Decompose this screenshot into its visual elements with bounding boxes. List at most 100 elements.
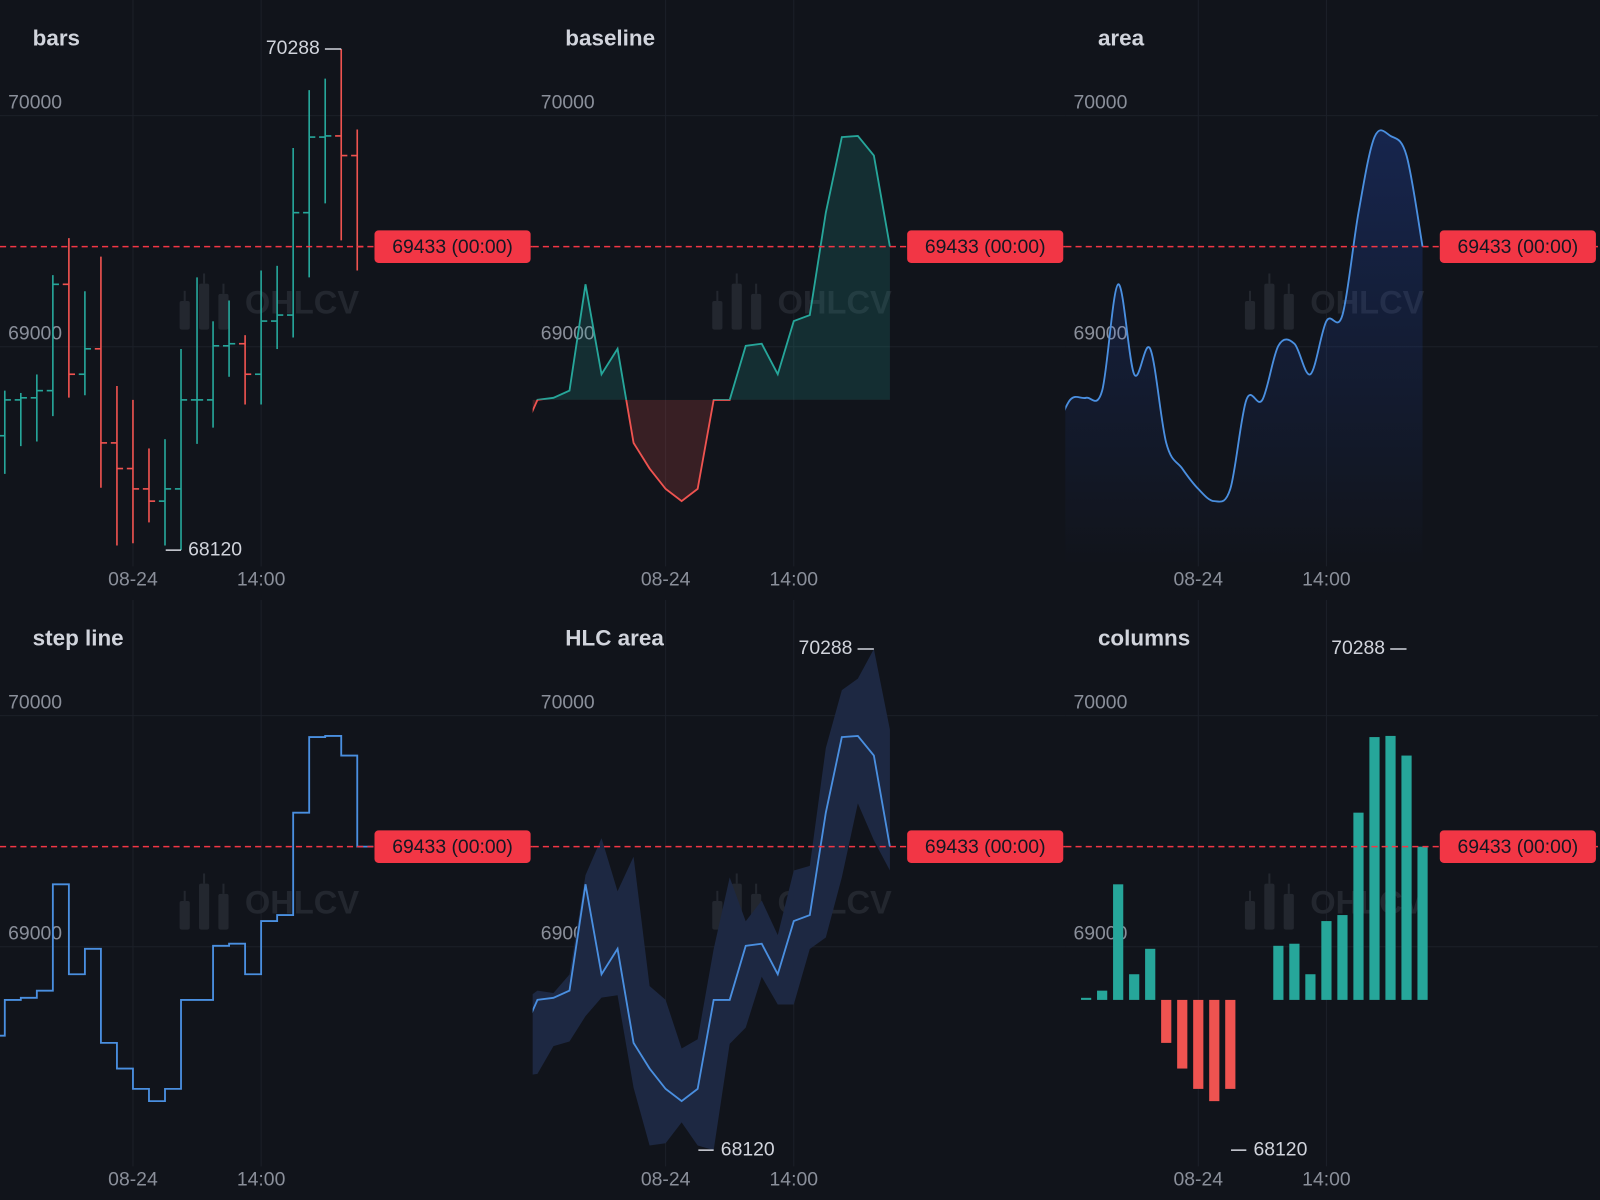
- plot: [1081, 735, 1428, 1102]
- column: [1097, 990, 1108, 1000]
- plot: [532, 649, 891, 1151]
- chart-title: baseline: [565, 26, 655, 51]
- column: [1129, 974, 1140, 1000]
- column: [1353, 812, 1364, 1000]
- y-tick-label: 69000: [8, 323, 62, 345]
- chart-title: area: [1098, 26, 1145, 51]
- y-tick-label: 69000: [8, 923, 62, 945]
- x-tick-label: 08-24: [1173, 569, 1223, 591]
- price-label: 69433 (00:00): [392, 836, 513, 858]
- column: [1225, 999, 1236, 1089]
- watermark-icon: [716, 290, 719, 302]
- watermark-icon: [716, 890, 719, 902]
- watermark-icon: [1283, 893, 1294, 930]
- column: [1081, 997, 1092, 1000]
- column: [1145, 948, 1156, 1000]
- area-fill: [1065, 130, 1423, 567]
- price-label-box: [374, 830, 531, 863]
- column: [1209, 999, 1220, 1102]
- chart-title: bars: [33, 26, 80, 51]
- watermark-icon: [1287, 883, 1290, 894]
- column: [1113, 884, 1124, 1000]
- watermark-icon: [1283, 293, 1294, 330]
- y-tick-label: 70000: [541, 691, 595, 713]
- hlc-line: [532, 734, 891, 1103]
- watermark-icon: [712, 301, 723, 330]
- x-tick-label: 14:00: [1302, 569, 1351, 591]
- plot: [1065, 129, 1424, 567]
- column: [1417, 846, 1428, 1000]
- watermark-icon: [751, 293, 762, 330]
- baseline-part: [532, 399, 890, 503]
- marker-label: 70288: [1331, 637, 1385, 659]
- y-tick-label: 70000: [1073, 91, 1127, 113]
- watermark-icon: [735, 873, 738, 884]
- column: [1369, 737, 1380, 1000]
- column: [1305, 974, 1316, 1000]
- plot: [532, 134, 891, 503]
- hlc-band: [532, 649, 890, 1151]
- baseline-part: [536, 134, 891, 400]
- watermark-icon: [1264, 283, 1275, 330]
- column: [1337, 915, 1348, 1000]
- watermark-icon: [198, 283, 210, 330]
- watermark-icon: [1268, 273, 1271, 284]
- x-tick-label: 14:00: [237, 569, 286, 591]
- marker-label: 70288: [799, 637, 853, 659]
- watermark: OHLCV: [712, 273, 892, 330]
- watermark-icon: [1244, 301, 1256, 330]
- column: [1177, 999, 1188, 1069]
- column: [1161, 999, 1172, 1043]
- chart-title: step line: [33, 626, 124, 651]
- baseline-fill: [537, 135, 890, 400]
- y-tick-label: 70000: [8, 91, 62, 113]
- watermark-icon: [179, 301, 190, 330]
- panel: 69000 70000 08-24 14:00 OHLCV bars 69433 (00:0…: [0, 0, 533, 591]
- price-label: 69433 (00:00): [925, 836, 1046, 858]
- watermark-icon: [1264, 883, 1275, 930]
- watermark-text: OHLCV: [245, 284, 359, 321]
- price-label-box: [1439, 230, 1596, 263]
- column: [1321, 921, 1332, 1000]
- watermark-icon: [222, 883, 225, 894]
- watermark: OHLCV: [179, 273, 359, 330]
- y-tick-label: 69000: [541, 323, 595, 345]
- watermark-icon: [218, 293, 229, 330]
- plot: [0, 735, 374, 1103]
- y-tick-label: 70000: [8, 691, 62, 713]
- x-tick-label: 08-24: [108, 1169, 158, 1191]
- price-label-box: [374, 230, 531, 263]
- x-tick-label: 08-24: [641, 569, 691, 591]
- watermark-icon: [1287, 283, 1290, 294]
- price-label: 69433 (00:00): [1458, 836, 1579, 858]
- watermark-icon: [203, 273, 206, 284]
- x-tick-label: 08-24: [108, 569, 158, 591]
- x-tick-label: 14:00: [237, 1169, 286, 1191]
- x-tick-label: 08-24: [1173, 1169, 1223, 1191]
- watermark-icon: [1244, 901, 1256, 930]
- column: [1273, 945, 1284, 1000]
- column: [1289, 943, 1300, 1000]
- watermark: OHLCV: [179, 873, 359, 930]
- marker-label: 70288: [266, 37, 320, 59]
- panel: 69000 70000 08-24 14:00 OHLCV step line 69433 …: [0, 600, 533, 1191]
- column: [1401, 755, 1412, 1000]
- watermark-icon: [1248, 890, 1252, 902]
- watermark-icon: [735, 273, 738, 284]
- watermark-icon: [218, 893, 229, 930]
- y-tick-label: 70000: [1073, 691, 1127, 713]
- watermark-icon: [183, 290, 186, 302]
- price-label-box: [907, 830, 1064, 863]
- watermark-icon: [731, 283, 742, 330]
- watermark-icon: [222, 283, 225, 294]
- column: [1193, 999, 1204, 1089]
- watermark-text: OHLCV: [778, 284, 892, 321]
- column: [1385, 735, 1396, 1000]
- price-label-box: [1439, 830, 1596, 863]
- watermark-icon: [198, 883, 210, 930]
